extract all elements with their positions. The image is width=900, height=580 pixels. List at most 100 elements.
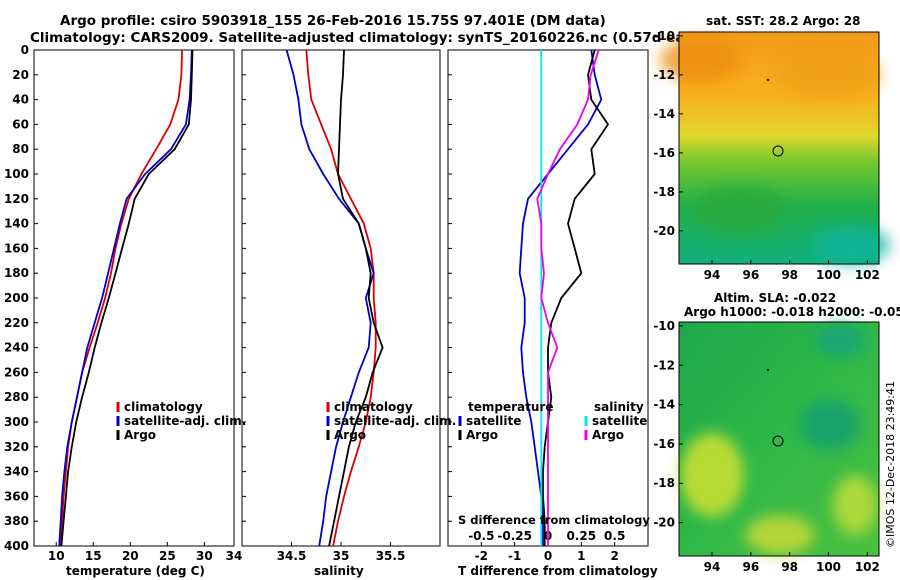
difference-top-label: S difference from climatology bbox=[458, 513, 650, 527]
series-line-satellite-adj-clim- bbox=[58, 49, 193, 547]
x-tick-label: 34.5 bbox=[277, 549, 307, 563]
map-y-tick-label: -10 bbox=[653, 319, 675, 333]
map-x-tick-label: 102 bbox=[855, 560, 880, 574]
depth-tick-label: 200 bbox=[4, 291, 29, 305]
x-tick-label: 0 bbox=[544, 549, 552, 563]
depth-tick-label: 180 bbox=[4, 266, 29, 280]
s-tick-label: 0.25 bbox=[567, 529, 597, 543]
x-tick-label: 15 bbox=[85, 549, 102, 563]
map-x-tick-label: 100 bbox=[816, 560, 841, 574]
map-y-tick-label: -10 bbox=[653, 29, 675, 43]
legend-label-argo: Argo bbox=[334, 428, 366, 442]
sst-cool-patch bbox=[810, 225, 890, 265]
legend-label-s-argo: Argo bbox=[592, 428, 624, 442]
sst-map bbox=[660, 31, 890, 265]
depth-tick-label: 100 bbox=[4, 167, 29, 181]
map-x-tick-label: 94 bbox=[704, 560, 721, 574]
series-line-climatology bbox=[59, 49, 183, 547]
map-y-tick-label: -18 bbox=[653, 185, 675, 199]
sst-cool-patch bbox=[695, 185, 785, 235]
sla-high-patch bbox=[680, 433, 744, 517]
difference-legend-temperature: temperature satellite Argo bbox=[458, 400, 553, 442]
map-x-tick-label: 102 bbox=[855, 268, 880, 282]
salinity-plot-frame bbox=[241, 49, 441, 547]
salinity-x-label: salinity bbox=[314, 564, 364, 578]
legend-heading-temperature: temperature bbox=[468, 400, 553, 414]
x-tick-label: 25 bbox=[159, 549, 176, 563]
depth-tick-label: 160 bbox=[4, 241, 29, 255]
map-y-tick-label: -12 bbox=[653, 68, 675, 82]
difference-legend-salinity: salinity satellite Argo bbox=[584, 400, 647, 442]
map-x-tick-label: 96 bbox=[742, 560, 759, 574]
legend-label-t-argo: Argo bbox=[466, 428, 498, 442]
depth-tick-label: 400 bbox=[4, 539, 29, 553]
legend-label-climatology: climatology bbox=[334, 400, 413, 414]
title-line-1: Argo profile: csiro 5903918_155 26-Feb-2… bbox=[60, 13, 606, 29]
depth-tick-label: 80 bbox=[12, 142, 29, 156]
depth-tick-label: 40 bbox=[12, 93, 29, 107]
depth-tick-label: 340 bbox=[4, 465, 29, 479]
x-tick-label: 35.5 bbox=[376, 549, 406, 563]
sla-track-dot bbox=[766, 368, 770, 372]
legend-label-t-satellite: satellite bbox=[466, 414, 521, 428]
depth-tick-label: 140 bbox=[4, 217, 29, 231]
map-y-tick-label: -14 bbox=[653, 107, 675, 121]
depth-tick-label: 300 bbox=[4, 415, 29, 429]
depth-tick-label: 60 bbox=[12, 117, 29, 131]
title-line-2: Climatology: CARS2009. Satellite-adjuste… bbox=[30, 30, 722, 46]
depth-tick-label: 220 bbox=[4, 316, 29, 330]
series-line-temperature-satellite bbox=[518, 49, 603, 546]
legend-label-s-satellite: satellite bbox=[592, 414, 647, 428]
map-y-tick-label: -16 bbox=[653, 146, 675, 160]
map-y-tick-label: -16 bbox=[653, 437, 675, 451]
map-y-tick-label: -14 bbox=[653, 398, 675, 412]
series-line-temperature-argo bbox=[542, 49, 609, 546]
series-line-argo bbox=[60, 49, 194, 547]
map-y-tick-label: -12 bbox=[653, 358, 675, 372]
depth-tick-label: 380 bbox=[4, 514, 29, 528]
sla-map bbox=[678, 321, 880, 557]
depth-tick-label: 120 bbox=[4, 192, 29, 206]
temperature-x-label: temperature (deg C) bbox=[66, 564, 205, 578]
map-x-tick-label: 96 bbox=[742, 268, 759, 282]
x-tick-label: -2 bbox=[475, 549, 488, 563]
map-x-tick-label: 100 bbox=[816, 268, 841, 282]
map-y-tick-label: -20 bbox=[653, 516, 675, 530]
salinity-legend: climatology satellite-adj. clim. Argo bbox=[326, 400, 456, 442]
map-y-tick-label: -18 bbox=[653, 476, 675, 490]
x-tick-label: 20 bbox=[122, 549, 139, 563]
depth-tick-label: 360 bbox=[4, 489, 29, 503]
legend-heading-salinity: salinity bbox=[594, 400, 644, 414]
depth-tick-label: 260 bbox=[4, 365, 29, 379]
difference-x-label: T difference from climatology bbox=[458, 564, 658, 578]
depth-tick-label: 20 bbox=[12, 68, 29, 82]
series-line-satellite-adj-clim- bbox=[285, 49, 375, 547]
legend-label-argo: Argo bbox=[124, 428, 156, 442]
map-y-tick-label: -20 bbox=[653, 224, 675, 238]
x-tick-label: 30 bbox=[196, 549, 213, 563]
legend-label-satellite-adj: satellite-adj. clim. bbox=[334, 414, 456, 428]
sla-map-frame bbox=[678, 321, 880, 557]
x-tick-label: -1 bbox=[508, 549, 521, 563]
series-line-climatology bbox=[305, 49, 377, 547]
s-tick-label: 0.5 bbox=[604, 529, 625, 543]
depth-tick-label: 240 bbox=[4, 341, 29, 355]
depth-tick-label: 0 bbox=[21, 43, 29, 57]
sst-map-title: sat. SST: 28.2 Argo: 28 bbox=[706, 14, 860, 28]
sst-argo-marker bbox=[772, 145, 784, 157]
sla-low-patch bbox=[800, 400, 860, 450]
sla-map-title: Altim. SLA: -0.022 bbox=[714, 291, 836, 305]
depth-tick-label: 280 bbox=[4, 390, 29, 404]
s-tick-label: -0.25 bbox=[497, 529, 532, 543]
sst-track-dot bbox=[766, 78, 770, 82]
series-line-salinity-argo bbox=[536, 49, 600, 546]
x-tick-label: 1 bbox=[577, 549, 585, 563]
x-tick-label: 2 bbox=[610, 549, 618, 563]
sla-low-patch bbox=[815, 325, 865, 355]
x-tick-label: 10 bbox=[48, 549, 65, 563]
sst-map-frame bbox=[678, 31, 880, 265]
sla-argo-marker bbox=[772, 435, 784, 447]
x-tick-label: 34 bbox=[226, 549, 243, 563]
sla-high-patch bbox=[833, 475, 877, 535]
